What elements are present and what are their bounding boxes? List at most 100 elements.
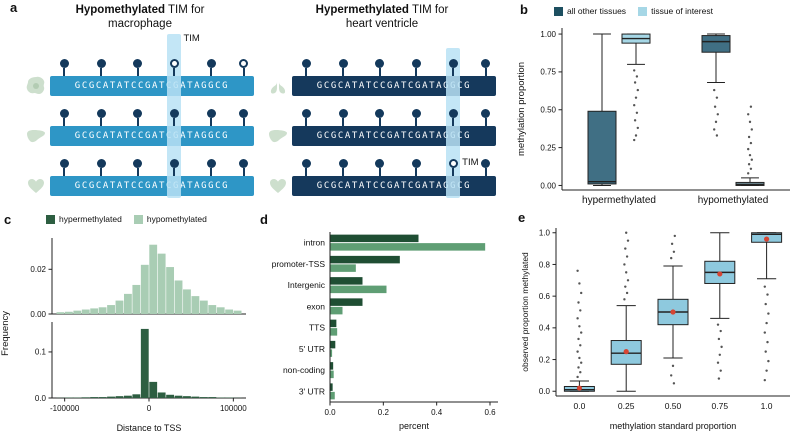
- methylation-standard-boxplot: 0.0 0.2 0.4 0.6 0.8 1.0 observed proportion me…: [518, 220, 798, 436]
- diagram-title-left: Hypomethylated TIM for macrophage: [26, 4, 254, 32]
- sequence-rows-left: GCGCATATCCGATCGATAGGCG GCGCATATCCGATCGATA…: [26, 33, 254, 198]
- methylated-cpg-icon: [133, 108, 143, 126]
- svg-text:0.0: 0.0: [573, 401, 585, 411]
- methylated-cpg-icon: [133, 158, 143, 176]
- legend-label: hypermethylated: [59, 214, 122, 224]
- legend-item: hypomethylated: [133, 214, 207, 224]
- svg-text:0.0: 0.0: [539, 387, 551, 396]
- dna-sequence: GCGCATATCCGATCGATAGGCG: [292, 175, 496, 196]
- sequence-row: GCGCATATCCGATCGATAGGCG: [268, 148, 496, 198]
- methylated-cpg-icon: [59, 158, 69, 176]
- legend-panel-b: all other tissues tissue of interest: [554, 6, 725, 16]
- svg-text:hypomethylated: hypomethylated: [698, 195, 769, 206]
- legend-swatch-icon: [46, 214, 55, 224]
- methylated-cpg-icon: [481, 108, 491, 126]
- methylated-cpg-icon: [448, 108, 458, 126]
- svg-text:methylation standard proportio: methylation standard proportion: [610, 421, 737, 431]
- legend-swatch-icon: [133, 214, 143, 224]
- tim-label: TIM: [183, 32, 200, 44]
- svg-text:0.0: 0.0: [35, 394, 47, 403]
- panel-b: b all other tissues tissue of interest 0.…: [512, 0, 800, 210]
- legend-label: tissue of interest: [651, 6, 713, 16]
- sequence-row: GCGCATATCCGATCGATAGGCG: [26, 148, 254, 198]
- methylated-cpg-icon: [301, 158, 311, 176]
- panel-letter-d: d: [260, 212, 268, 227]
- sequence-row: GCGCATATCCGATCGATAGGCG: [26, 48, 254, 98]
- methylated-cpg-icon: [481, 158, 491, 176]
- methylated-cpg-icon: [206, 58, 216, 76]
- panel-e: e 0.0 0.2 0.4 0.6 0.8 1.0 observed proportion …: [512, 210, 800, 436]
- svg-text:0.4: 0.4: [431, 408, 443, 417]
- panel-a: a Hypomethylated TIM for macrophage GCGC…: [0, 0, 512, 210]
- svg-text:hypermethylated: hypermethylated: [582, 195, 656, 206]
- methylated-cpg-icon: [169, 158, 179, 176]
- methylated-cpg-icon: [301, 108, 311, 126]
- legend-panel-c: hypermethylated hypomethylated: [46, 214, 219, 224]
- dna-strand: GCGCATATCCGATCGATAGGCG: [292, 148, 496, 198]
- svg-text:promoter-TSS: promoter-TSS: [272, 259, 326, 269]
- svg-text:0.02: 0.02: [30, 265, 46, 274]
- svg-text:1.0: 1.0: [539, 229, 551, 238]
- svg-text:0.6: 0.6: [539, 292, 551, 301]
- svg-text:exon: exon: [307, 301, 326, 311]
- dna-strand: GCGCATATCCGATCGATAGGCG: [292, 98, 496, 148]
- methylated-cpg-icon: [96, 58, 106, 76]
- lungs-icon: [268, 76, 292, 98]
- svg-text:0.50: 0.50: [540, 106, 556, 115]
- svg-text:0.4: 0.4: [539, 324, 551, 333]
- hypomethylated-tim-diagram: Hypomethylated TIM for macrophage GCGCAT…: [26, 4, 254, 210]
- methylated-cpg-icon: [375, 58, 385, 76]
- methylated-cpg-icon: [448, 58, 458, 76]
- methylated-cpg-icon: [375, 158, 385, 176]
- panel-letter-e: e: [518, 210, 526, 225]
- title-bold: Hypermethylated: [315, 4, 409, 16]
- panel-letter-a: a: [10, 0, 18, 15]
- svg-text:0.75: 0.75: [712, 401, 729, 411]
- title-line2: heart ventricle: [345, 17, 419, 30]
- methylated-cpg-icon: [96, 158, 106, 176]
- methylated-cpg-icon: [338, 58, 348, 76]
- svg-text:TTS: TTS: [309, 323, 325, 333]
- svg-text:0.2: 0.2: [539, 355, 551, 364]
- macrophage-icon: [26, 76, 50, 98]
- panel-c: c hypermethylated hypomethylated Frequenc…: [0, 210, 254, 436]
- svg-text:0.8: 0.8: [539, 260, 551, 269]
- svg-text:1.0: 1.0: [761, 401, 773, 411]
- hypomethylated-distance-histogram: 0.00 0.02: [12, 232, 252, 325]
- methylated-cpg-icon: [206, 108, 216, 126]
- methylated-cpg-icon: [133, 58, 143, 76]
- svg-text:Distance to TSS: Distance to TSS: [117, 423, 182, 433]
- heart-icon: [268, 176, 292, 198]
- title-line2: macrophage: [108, 17, 172, 30]
- panel-d: d 0.0 0.2 0.4 0.6 percent intron promoter-TSS I…: [254, 210, 512, 436]
- dna-strand: GCGCATATCCGATCGATAGGCG: [50, 148, 254, 198]
- liver-icon: [26, 126, 50, 148]
- svg-text:0.6: 0.6: [484, 408, 496, 417]
- dna-sequence: GCGCATATCCGATCGATAGGCG: [292, 75, 496, 96]
- svg-text:0.75: 0.75: [540, 68, 556, 77]
- legend-swatch-icon: [554, 6, 563, 16]
- methylated-cpg-icon: [169, 108, 179, 126]
- hypermethylated-distance-histogram: 0.0 0.1 -100000 0 100000 Distance to TSS: [12, 320, 252, 436]
- methylated-cpg-icon: [59, 58, 69, 76]
- svg-text:observed proportion methylated: observed proportion methylated: [520, 252, 530, 372]
- liver-icon: [268, 126, 292, 148]
- svg-text:100000: 100000: [220, 404, 247, 413]
- methylated-cpg-icon: [239, 108, 249, 126]
- legend-item: tissue of interest: [638, 6, 713, 16]
- svg-text:percent: percent: [399, 421, 430, 431]
- svg-text:methylation proportion: methylation proportion: [516, 62, 527, 156]
- sequence-row: GCGCATATCCGATCGATAGGCG: [268, 48, 496, 98]
- title-bold: Hypomethylated: [75, 4, 166, 16]
- panel-letter-c: c: [4, 212, 12, 227]
- methylated-cpg-icon: [411, 158, 421, 176]
- sequence-row: GCGCATATCCGATCGATAGGCG: [26, 98, 254, 148]
- legend-swatch-icon: [638, 6, 648, 16]
- svg-text:0.25: 0.25: [540, 143, 556, 152]
- dna-strand: GCGCATATCCGATCGATAGGCG: [50, 98, 254, 148]
- svg-text:0.0: 0.0: [324, 408, 336, 417]
- svg-text:0.2: 0.2: [378, 408, 390, 417]
- diagram-title-right: Hypermethylated TIM for heart ventricle: [268, 4, 496, 32]
- panel-letter-b: b: [520, 2, 528, 17]
- unmethylated-cpg-icon: [169, 58, 179, 76]
